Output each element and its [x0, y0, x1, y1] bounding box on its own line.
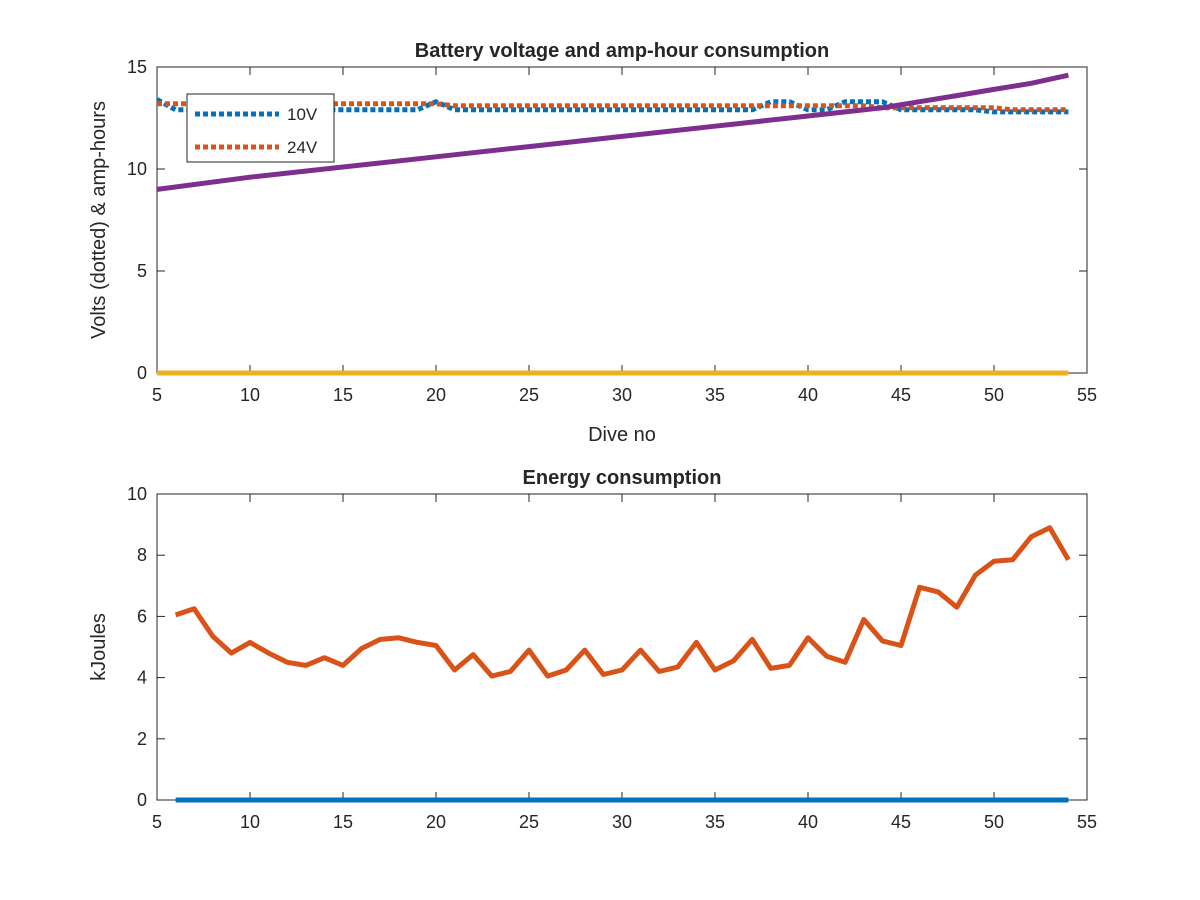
chart-1-x-tick-label: 35	[705, 812, 725, 832]
chart-0-y-axis-label: Volts (dotted) & amp-hours	[88, 101, 110, 339]
chart-1-x-tick-label: 15	[333, 812, 353, 832]
chart-0-legend	[186, 93, 335, 163]
chart-0-x-axis-label: Dive no	[588, 424, 656, 446]
chart-1-y-tick-label: 6	[137, 606, 147, 626]
chart-1-y-axis-label: kJoules	[88, 613, 110, 681]
chart-0-legend-label: 24V	[287, 138, 318, 157]
chart-1-axes-box	[156, 493, 1088, 801]
chart-1-x-tick-label: 10	[240, 812, 260, 832]
chart-0-y-tick-label: 10	[127, 159, 147, 179]
chart-1-x-tick-label: 20	[426, 812, 446, 832]
chart-0-y-tick-label: 0	[137, 363, 147, 383]
chart-0-x-tick-label: 35	[705, 385, 725, 405]
chart-0-x-tick-label: 10	[240, 385, 260, 405]
chart-0-x-tick-label: 40	[798, 385, 818, 405]
chart-0-x-tick-label: 15	[333, 385, 353, 405]
chart-0-x-tick-label: 20	[426, 385, 446, 405]
chart-0-title: Battery voltage and amp-hour consumption	[415, 40, 829, 62]
chart-0-x-tick-label: 5	[152, 385, 162, 405]
chart-0-x-tick-label: 55	[1077, 385, 1097, 405]
chart-0-x-tick-label: 45	[891, 385, 911, 405]
chart-1-y-tick-label: 10	[127, 484, 147, 504]
chart-1-series-line-1	[174, 525, 1071, 679]
chart-1-y-tick-label: 2	[137, 729, 147, 749]
chart-1-y-tick-label: 0	[137, 790, 147, 810]
chart-1-y-tick-label: 8	[137, 545, 147, 565]
chart-1-title: Energy consumption	[523, 467, 722, 489]
chart-1-x-tick-label: 55	[1077, 812, 1097, 832]
chart-0-legend-label: 10V	[287, 105, 318, 124]
chart-1-x-tick-label: 40	[798, 812, 818, 832]
chart-1-y-tick-label: 4	[137, 668, 147, 688]
chart-1-series-group	[174, 525, 1071, 803]
chart-1-x-tick-label: 30	[612, 812, 632, 832]
chart-0-x-tick-label: 30	[612, 385, 632, 405]
chart-0-y-tick-label: 5	[137, 261, 147, 281]
chart-1-x-tick-label: 50	[984, 812, 1004, 832]
chart-0-x-tick-label: 50	[984, 385, 1004, 405]
chart-0-series-line-3	[157, 72, 1069, 192]
chart-0-x-tick-label: 25	[519, 385, 539, 405]
chart-1-x-tick-label: 25	[519, 812, 539, 832]
chart-0-y-tick-label: 15	[127, 57, 147, 77]
chart-1-x-tick-label: 45	[891, 812, 911, 832]
chart-1-x-tick-label: 5	[152, 812, 162, 832]
energy-chart: 5 10 15 20 25 30 35 40 45 50 55 0 2 4 6 8 10 Energy consu…	[88, 467, 1097, 832]
